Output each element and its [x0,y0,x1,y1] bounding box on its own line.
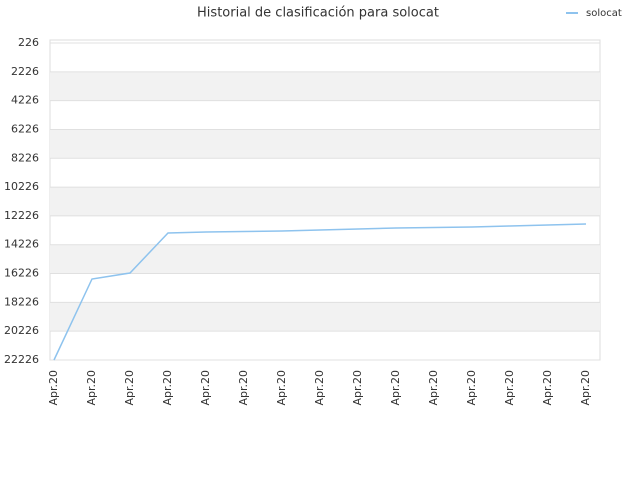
y-tick-label: 20226 [4,324,39,337]
y-tick-label: 12226 [4,209,39,222]
y-tick-label: 14226 [4,238,39,251]
grid-band [50,244,600,274]
x-tick-label: Apr.20 [579,370,592,406]
grid-band [50,302,600,332]
x-tick-label: Apr.20 [541,370,554,406]
x-tick-label: Apr.20 [313,370,326,406]
x-tick-label: Apr.20 [465,370,478,406]
y-tick-label: 8226 [11,151,39,164]
chart-title: Historial de clasificación para solocat [197,6,439,21]
y-tick-label: 2226 [11,65,39,78]
y-tick-label: 6226 [11,122,39,135]
x-tick-label: Apr.20 [503,370,516,406]
grid-band [50,129,600,159]
x-tick-label: Apr.20 [199,370,212,406]
line [53,223,587,361]
legend-label: solocat [586,8,622,19]
x-tick-label: Apr.20 [123,370,136,406]
y-tick-label: 16226 [4,267,39,280]
x-tick-label: Apr.20 [161,370,174,406]
y-tick-label: 226 [18,36,39,49]
x-tick-label: Apr.20 [351,370,364,406]
grid-band [50,187,600,216]
x-tick-label: Apr.20 [275,370,288,406]
grid-band [50,71,600,101]
y-tick-label: 22226 [4,353,39,366]
x-tick-label: Apr.20 [237,370,250,406]
y-tick-label: 10226 [4,180,39,193]
x-tick-label: Apr.20 [85,370,98,406]
y-tick-label: 18226 [4,295,39,308]
y-tick-label: 4226 [11,94,39,107]
x-tick-label: Apr.20 [47,370,60,406]
x-tick-label: Apr.20 [427,370,440,406]
x-tick-label: Apr.20 [389,370,402,406]
